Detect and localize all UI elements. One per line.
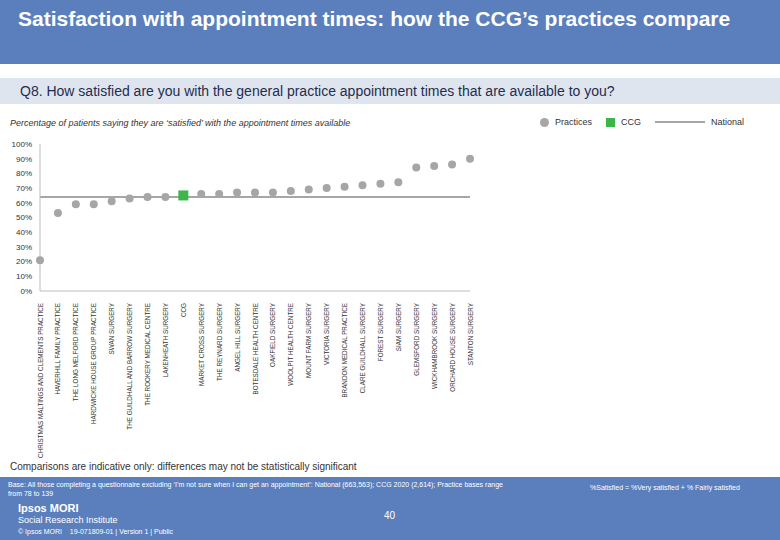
html-text:National: National	[711, 117, 744, 127]
html-text:%Satisfied = %Very satisfied +: %Satisfied = %Very satisfied + % Fairly …	[590, 484, 740, 491]
html-text:Comparisons are indicative onl: Comparisons are indicative only: differe…	[10, 461, 357, 472]
svg-text:THE GUILDHALL AND BARROW SURGE: THE GUILDHALL AND BARROW SURGERY	[126, 302, 133, 429]
svg-text:70%: 70%	[16, 184, 32, 193]
svg-text:ORCHARD HOUSE SURGERY: ORCHARD HOUSE SURGERY	[449, 302, 456, 392]
svg-text:MOUNT FARM SURGERY: MOUNT FARM SURGERY	[305, 302, 312, 378]
html-text:Ipsos MORI: Ipsos MORI	[18, 502, 79, 514]
html-text:Satisfaction with appointment: Satisfaction with appointment times: how…	[18, 7, 731, 30]
svg-text:20%: 20%	[16, 257, 32, 266]
html-text:40: 40	[384, 510, 396, 521]
html-text:Base: All those completing a q: Base: All those completing a questionnai…	[8, 481, 503, 497]
svg-text:GLEMSFORD SURGERY: GLEMSFORD SURGERY	[413, 302, 420, 375]
svg-text:0%: 0%	[20, 287, 32, 296]
svg-text:60%: 60%	[16, 199, 32, 208]
svg-text:OAKFIELD SURGERY: OAKFIELD SURGERY	[269, 302, 276, 367]
svg-text:100%: 100%	[12, 140, 32, 149]
svg-text:BRANDON MEDICAL PRACTICE: BRANDON MEDICAL PRACTICE	[341, 303, 348, 398]
svg-text:FOREST SURGERY: FOREST SURGERY	[377, 302, 384, 361]
html-text:Q8. How satisfied are you with: Q8. How satisfied are you with the gener…	[20, 83, 615, 99]
svg-text:CLARE GUILDHALL SURGERY: CLARE GUILDHALL SURGERY	[359, 302, 366, 393]
svg-text:40%: 40%	[16, 228, 32, 237]
svg-text:SWAN SURGERY: SWAN SURGERY	[108, 302, 115, 354]
svg-text:WICKHAMBROOK SURGERY: WICKHAMBROOK SURGERY	[431, 302, 438, 389]
html-text:© Ipsos MORI 19-071809-01 | Ve: © Ipsos MORI 19-071809-01 | Version 1 | …	[18, 528, 174, 535]
svg-text:BOTESDALE HEALTH CENTRE: BOTESDALE HEALTH CENTRE	[252, 303, 259, 395]
svg-text:STANTON SURGERY: STANTON SURGERY	[467, 302, 474, 365]
svg-text:30%: 30%	[16, 243, 32, 252]
svg-text:MARKET CROSS SURGERY: MARKET CROSS SURGERY	[198, 302, 205, 386]
svg-text:HAVERHILL FAMILY PRACTICE: HAVERHILL FAMILY PRACTICE	[54, 303, 61, 394]
html-text:Social Research Institute: Social Research Institute	[18, 515, 118, 525]
svg-text:SIAM SURGERY: SIAM SURGERY	[395, 302, 402, 351]
svg-text:CCG: CCG	[180, 303, 187, 317]
svg-text:80%: 80%	[16, 169, 32, 178]
svg-text:LAKENHEATH SURGERY: LAKENHEATH SURGERY	[162, 302, 169, 377]
html-text:Percentage of patients saying: Percentage of patients saying they are ‘…	[10, 118, 351, 128]
svg-text:HARDWICKE HOUSE GROUP PRACTICE: HARDWICKE HOUSE GROUP PRACTICE	[90, 303, 97, 424]
html-text:CCG: CCG	[621, 117, 641, 127]
svg-text:10%: 10%	[16, 272, 32, 281]
svg-text:50%: 50%	[16, 213, 32, 222]
svg-text:THE LONG MELFORD PRACTICE: THE LONG MELFORD PRACTICE	[72, 303, 79, 401]
html-text:Practices: Practices	[555, 117, 592, 127]
svg-text:THE REYNARD SURGERY: THE REYNARD SURGERY	[216, 302, 223, 381]
svg-text:THE ROOKERY MEDICAL CENTRE: THE ROOKERY MEDICAL CENTRE	[144, 303, 151, 406]
svg-text:90%: 90%	[16, 155, 32, 164]
svg-text:ANGEL HILL SURGERY: ANGEL HILL SURGERY	[234, 302, 241, 372]
svg-text:CHRISTMAS MALTINGS AND CLEMENT: CHRISTMAS MALTINGS AND CLEMENTS PRACTICE	[37, 303, 44, 458]
svg-text:WOOLPIT HEALTH CENTRE: WOOLPIT HEALTH CENTRE	[287, 303, 294, 386]
svg-text:VICTORIA SURGERY: VICTORIA SURGERY	[323, 302, 330, 365]
